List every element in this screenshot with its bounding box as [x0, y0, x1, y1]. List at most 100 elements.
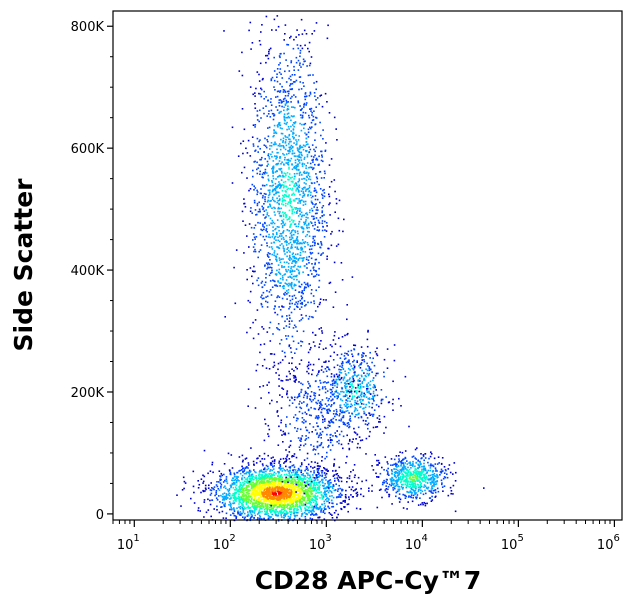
event-dot: [295, 511, 298, 514]
event-dot: [261, 463, 264, 465]
event-dot: [292, 492, 294, 494]
event-dot: [350, 380, 353, 383]
event-dot: [338, 494, 340, 496]
event-dot: [213, 488, 215, 491]
event-dot: [321, 470, 324, 472]
event-dot: [255, 493, 257, 495]
event-dot: [265, 487, 267, 490]
event-dot: [323, 177, 325, 179]
event-dot: [307, 230, 309, 233]
event-dot: [367, 391, 369, 394]
event-dot: [294, 81, 296, 83]
event-dot: [291, 194, 293, 196]
event-dot: [297, 474, 299, 477]
event-dot: [269, 266, 272, 269]
event-dot: [324, 220, 326, 223]
event-dot: [306, 212, 308, 214]
event-dot: [327, 366, 329, 369]
event-dot: [298, 186, 301, 189]
event-dot: [294, 476, 296, 479]
event-dot: [278, 486, 281, 488]
event-dot: [292, 81, 295, 83]
event-dot: [375, 472, 377, 475]
event-dot: [252, 460, 255, 463]
event-dot: [285, 99, 288, 102]
event-dot: [275, 187, 277, 189]
event-dot: [334, 489, 337, 491]
event-dot: [220, 485, 222, 488]
event-dot: [266, 244, 268, 247]
event-dot: [372, 413, 375, 416]
event-dot: [248, 485, 250, 488]
event-dot: [249, 506, 251, 509]
event-dot: [295, 481, 297, 483]
event-dot: [332, 417, 335, 420]
event-dot: [374, 350, 377, 353]
event-dot: [305, 188, 307, 191]
event-dot: [282, 141, 284, 143]
event-dot: [362, 403, 365, 405]
event-dot: [280, 474, 283, 476]
event-dot: [291, 219, 293, 221]
event-dot: [275, 258, 277, 261]
event-dot: [299, 266, 301, 268]
event-dot: [318, 274, 320, 276]
event-dot: [285, 492, 287, 495]
event-dot: [295, 155, 297, 157]
event-dot: [308, 502, 311, 504]
event-dot: [299, 302, 302, 305]
event-dot: [231, 483, 234, 486]
event-dot: [269, 462, 272, 464]
event-dot: [241, 495, 244, 497]
event-dot: [230, 485, 232, 488]
event-dot: [219, 501, 221, 503]
event-dot: [262, 107, 265, 109]
event-dot: [357, 416, 360, 419]
event-dot: [267, 178, 270, 181]
event-dot: [291, 262, 293, 264]
event-dot: [232, 496, 235, 499]
event-dot: [294, 303, 296, 306]
event-dot: [248, 507, 250, 509]
event-dot: [261, 176, 263, 178]
event-dot: [295, 238, 298, 240]
event-dot: [262, 214, 265, 216]
event-dot: [273, 497, 276, 499]
event-dot: [306, 493, 309, 495]
event-dot: [315, 191, 318, 194]
event-dot: [287, 266, 290, 268]
event-dot: [276, 485, 279, 488]
event-dot: [271, 498, 274, 500]
event-dot: [320, 159, 323, 162]
event-dot: [328, 484, 330, 486]
event-dot: [316, 177, 319, 180]
event-dot: [279, 111, 281, 113]
event-dot: [330, 244, 333, 247]
event-dot: [295, 164, 297, 167]
event-dot: [209, 470, 212, 472]
event-dot: [261, 518, 263, 520]
event-dot: [330, 158, 333, 160]
event-dot: [299, 308, 301, 310]
event-dot: [304, 251, 307, 253]
event-dot: [362, 407, 364, 410]
event-dot: [310, 514, 312, 516]
event-dot: [324, 368, 327, 370]
event-dot: [310, 501, 312, 504]
event-dot: [340, 353, 343, 356]
event-dot: [254, 477, 257, 480]
event-dot: [337, 475, 340, 477]
event-dot: [253, 463, 255, 466]
event-dot: [291, 168, 294, 171]
event-dot: [303, 106, 305, 108]
event-dot: [283, 250, 285, 253]
event-dot: [223, 463, 226, 465]
event-dot: [286, 488, 288, 490]
event-dot: [274, 235, 277, 238]
event-dot: [281, 101, 283, 103]
event-dot: [393, 344, 396, 346]
event-dot: [372, 377, 375, 379]
event-dot: [298, 146, 301, 148]
event-dot: [257, 479, 260, 482]
event-dot: [257, 210, 260, 213]
